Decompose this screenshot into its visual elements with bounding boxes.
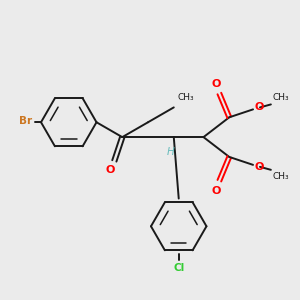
Text: Br: Br	[19, 116, 32, 126]
Text: O: O	[212, 79, 221, 88]
Text: CH₃: CH₃	[273, 172, 290, 181]
Text: O: O	[106, 165, 115, 175]
Text: CH₃: CH₃	[178, 93, 194, 102]
Text: O: O	[254, 162, 263, 172]
Text: O: O	[212, 186, 221, 196]
Text: CH₃: CH₃	[273, 93, 290, 102]
Text: O: O	[254, 102, 263, 112]
Text: Cl: Cl	[173, 263, 184, 273]
Text: H: H	[167, 147, 175, 157]
